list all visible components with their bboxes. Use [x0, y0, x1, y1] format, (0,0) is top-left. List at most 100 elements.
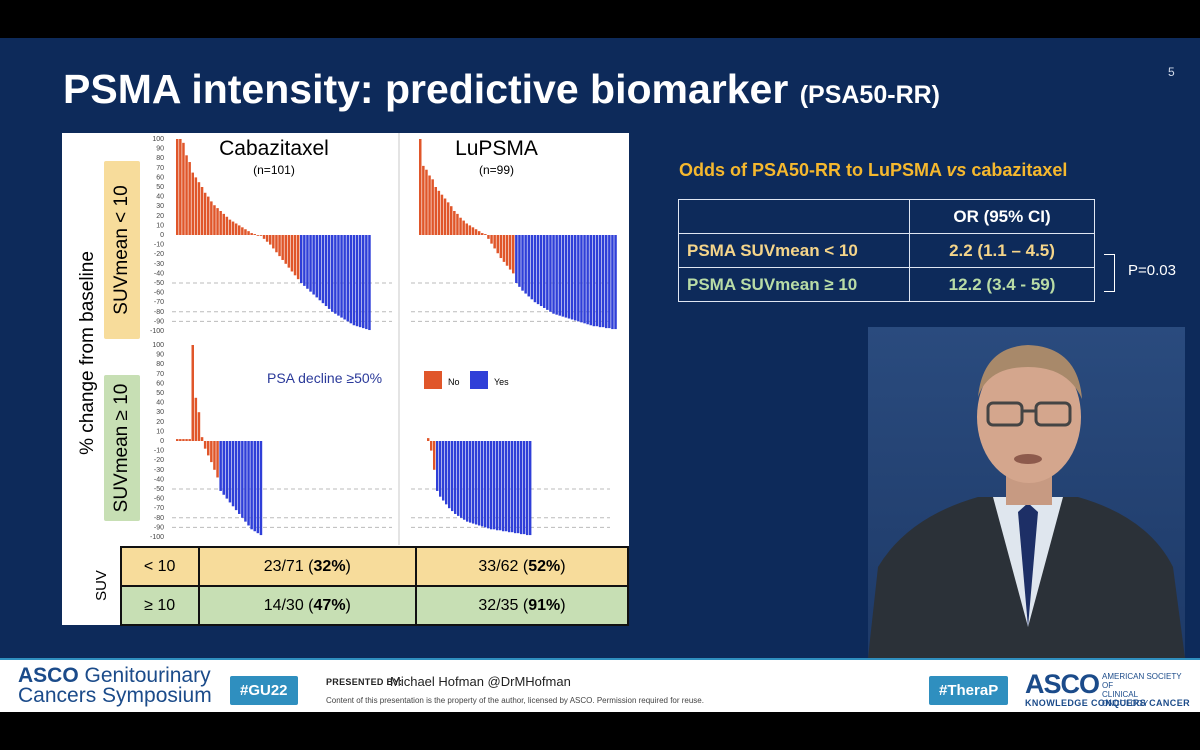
footer-accent-line	[0, 658, 1200, 660]
bar	[419, 139, 422, 235]
asco-gu-logo: ASCO Genitourinary Cancers Symposium	[18, 664, 212, 707]
bar	[608, 235, 611, 329]
bar	[484, 441, 487, 528]
chart-lupsma-suv-high	[411, 438, 610, 536]
bar	[272, 235, 275, 249]
response-caba-high: 14/30 (47%)	[197, 585, 417, 626]
bar	[523, 441, 526, 535]
bar	[567, 235, 571, 319]
legend-no-label: No	[448, 377, 460, 387]
bar	[471, 227, 475, 235]
bar	[437, 190, 441, 235]
odds-header-row: OR (95% CI)	[678, 199, 1095, 234]
y-tick-label: 100	[152, 136, 164, 143]
bar	[425, 169, 428, 235]
bar	[595, 235, 599, 327]
bar	[194, 397, 198, 441]
bar	[529, 441, 532, 536]
bar	[241, 227, 244, 235]
bar	[436, 441, 439, 491]
bar	[287, 235, 291, 268]
bar	[502, 235, 506, 262]
response-lu-low: 33/62 (52%)	[414, 546, 630, 587]
bar	[256, 441, 260, 534]
bar	[555, 235, 558, 315]
y-tick-label: -90	[154, 524, 164, 531]
bar	[346, 235, 349, 322]
bar	[234, 441, 238, 511]
y-tick-label: -60	[154, 496, 164, 503]
bar	[463, 441, 466, 520]
y-tick-label: 80	[156, 361, 164, 368]
bar	[474, 229, 478, 235]
y-tick-label: -50	[154, 486, 164, 493]
bar	[185, 155, 188, 235]
bar	[349, 235, 353, 324]
legend-yes-swatch	[470, 371, 488, 389]
bar	[179, 439, 182, 441]
y-tick-label: -100	[150, 534, 164, 541]
bar	[200, 187, 204, 235]
chart-subtitle: (n=99)	[479, 163, 514, 177]
bar	[456, 213, 459, 235]
bar	[454, 441, 457, 514]
bar	[527, 235, 530, 297]
bar	[331, 235, 334, 312]
bar	[238, 441, 241, 514]
copyright-notice: Content of this presentation is the prop…	[326, 696, 704, 705]
bar	[431, 179, 434, 235]
y-tick-label: -50	[154, 280, 164, 287]
bar	[462, 220, 465, 235]
bar	[586, 235, 589, 325]
response-row-high: ≥ 10 14/30 (47%) 32/35 (91%)	[84, 585, 630, 626]
bar	[176, 139, 179, 235]
bar	[256, 235, 260, 236]
slide-footer: ASCO Genitourinary Cancers Symposium #GU…	[0, 658, 1200, 712]
bar	[213, 205, 216, 235]
bar	[275, 235, 278, 253]
y-tick-label: -30	[154, 261, 164, 268]
bar	[505, 235, 509, 266]
y-tick-label: 0	[160, 438, 164, 445]
bar	[430, 441, 433, 451]
bar	[250, 441, 253, 530]
bar	[526, 441, 529, 536]
bar	[512, 235, 515, 274]
bar	[530, 235, 534, 300]
y-tick-label: 20	[156, 419, 164, 426]
p-value-bracket	[1104, 254, 1115, 292]
bar	[200, 437, 204, 441]
bar	[191, 172, 194, 235]
bar	[517, 441, 520, 534]
odds-header-empty	[678, 199, 910, 234]
bar	[225, 441, 229, 499]
bar	[520, 441, 523, 535]
y-tick-label: -80	[154, 515, 164, 522]
y-tick-label: -60	[154, 290, 164, 297]
bar	[422, 165, 425, 235]
bar	[549, 235, 552, 312]
waterfall-charts-svg: 1009080706050403020100-10-20-30-40-50-60…	[150, 133, 617, 545]
y-tick-label: 20	[156, 213, 164, 220]
bar	[309, 235, 312, 292]
bar	[451, 441, 454, 512]
bar	[228, 219, 232, 235]
bar	[433, 441, 436, 470]
bar	[182, 439, 185, 441]
response-row-low: SUV < 10 23/71 (32%) 33/62 (52%)	[84, 546, 630, 601]
y-tick-label: -20	[154, 457, 164, 464]
bar	[442, 441, 445, 501]
bar	[216, 208, 219, 235]
bar	[478, 441, 481, 526]
bar	[365, 235, 368, 330]
y-tick-label: 60	[156, 174, 164, 181]
y-tick-label: 50	[156, 390, 164, 397]
bar	[428, 175, 431, 235]
y-tick-label: 50	[156, 184, 164, 191]
chart-title: LuPSMA	[455, 137, 538, 160]
y-tick-label: -90	[154, 318, 164, 325]
bar	[197, 412, 201, 441]
bar	[490, 235, 493, 244]
odds-row-low-value: 2.2 (1.1 – 4.5)	[909, 233, 1095, 268]
bar	[481, 233, 484, 235]
